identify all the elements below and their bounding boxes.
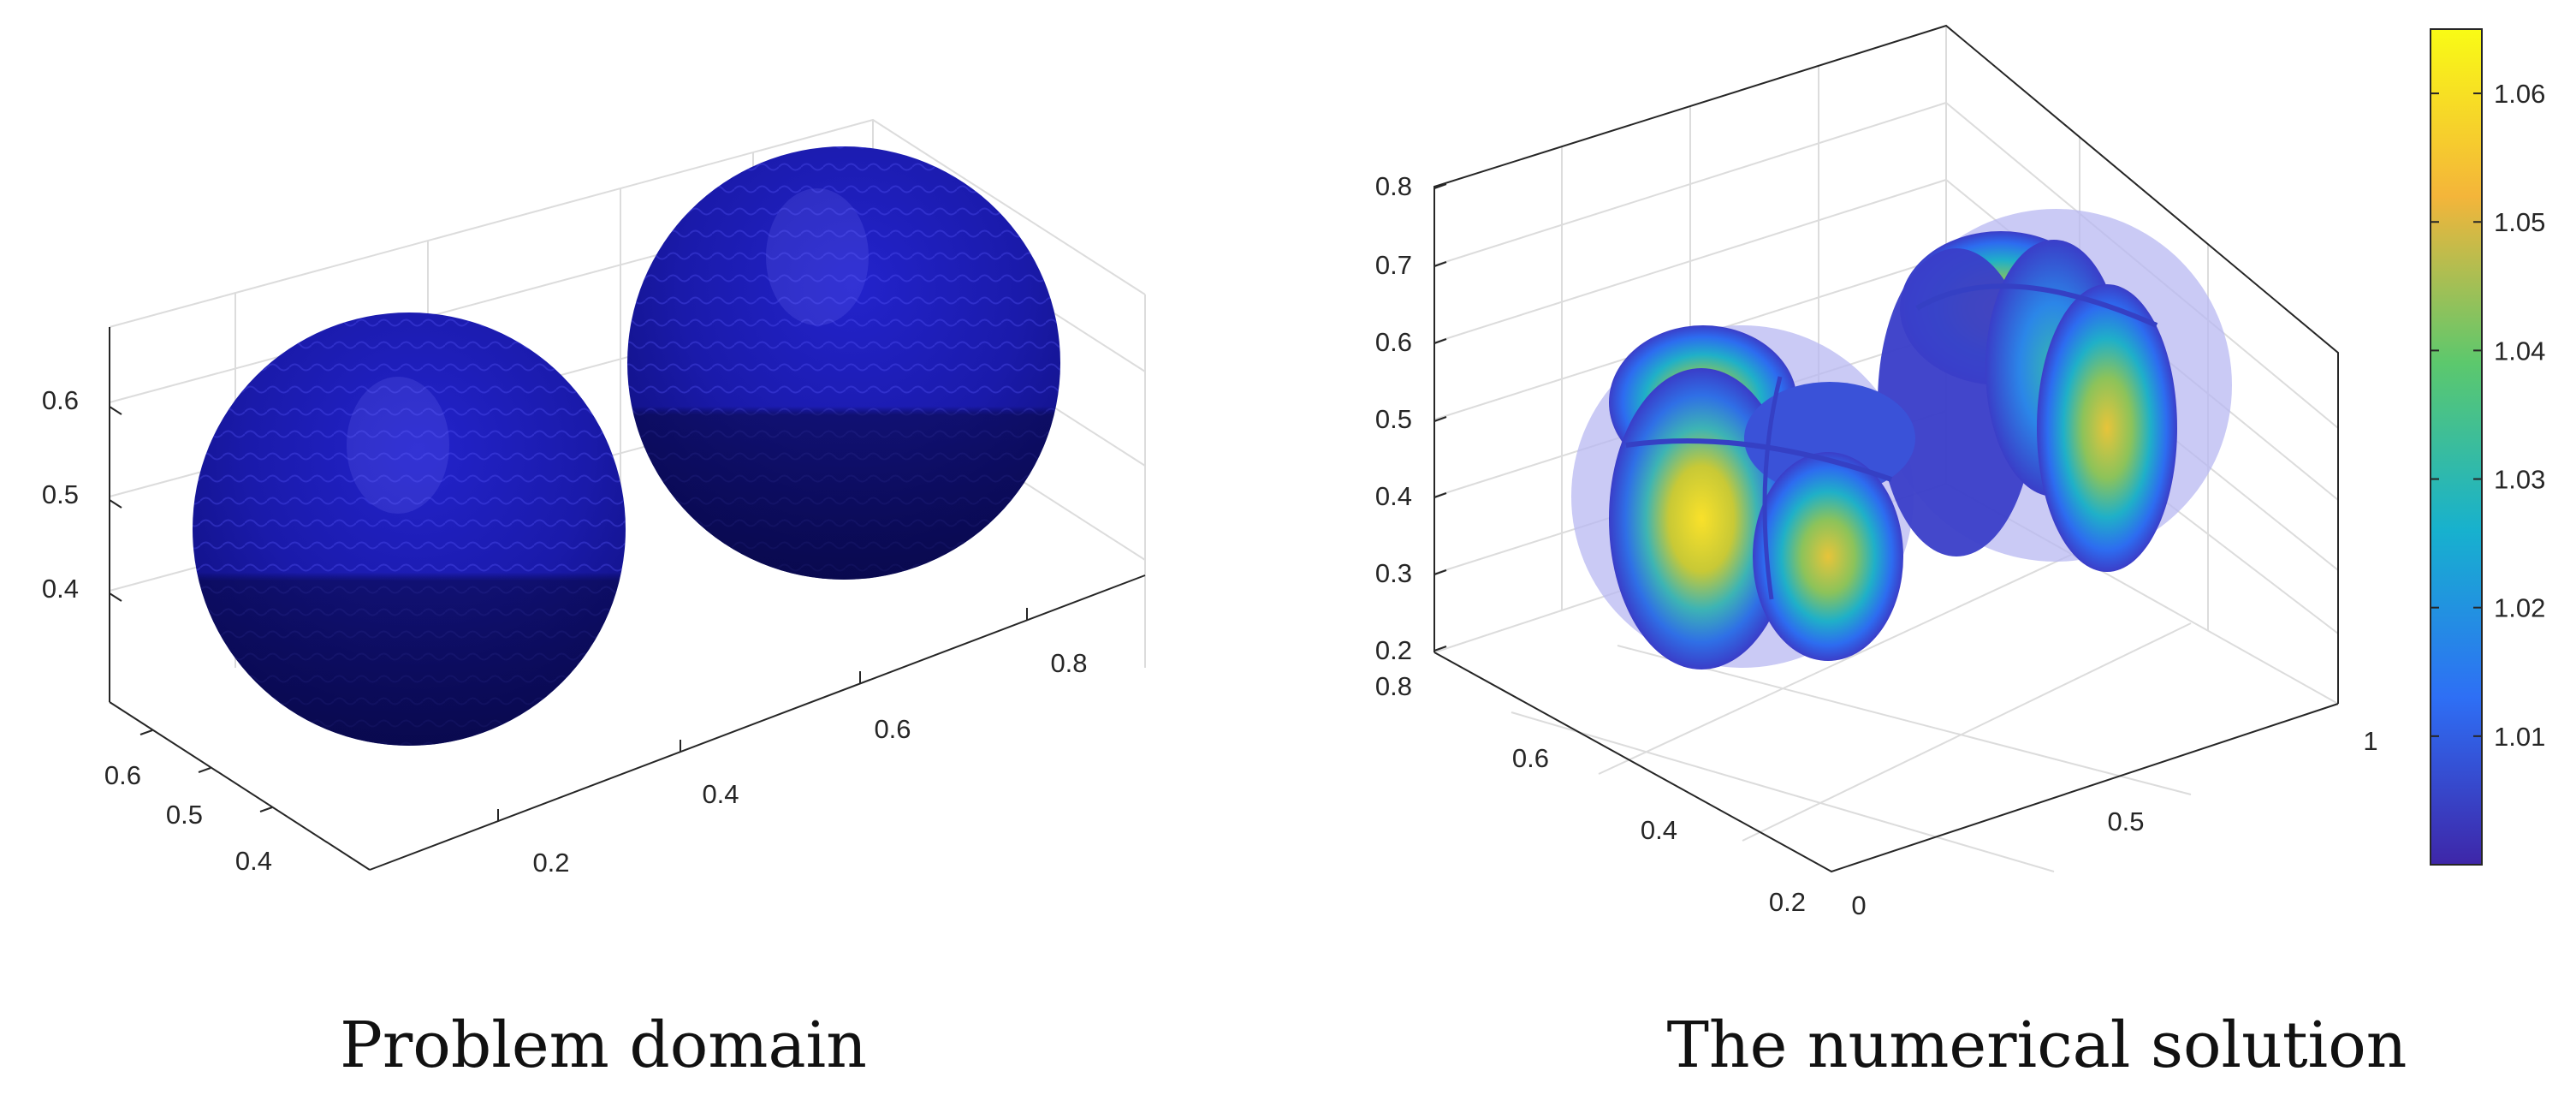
colorbar-tick-label: 1.02 <box>2494 593 2545 623</box>
z-tick-mark <box>1433 338 1447 344</box>
x-tick-label: 0.2 <box>532 848 569 878</box>
right-floor-grid <box>1598 554 2072 775</box>
y-tick-label: 0.4 <box>235 846 272 876</box>
colorbar-tick-label: 1.04 <box>2494 336 2545 366</box>
colorbar-gradient <box>2430 28 2483 866</box>
z-tick-mark <box>1433 416 1447 422</box>
x-tick-label: 0.6 <box>874 714 911 744</box>
front-sphere <box>193 312 626 746</box>
caption-problem-domain: Problem domain <box>340 1009 867 1082</box>
z-tick-mark <box>1433 492 1447 498</box>
colorbar: 1.01 1.02 1.03 1.04 1.05 1.06 <box>2430 28 2545 866</box>
right-tick-labels: 0.2 0.3 0.4 0.5 0.6 0.7 0.8 0.8 0.6 0.4 … <box>1375 171 2378 920</box>
z-tick-mark <box>1433 261 1447 267</box>
y-tick-label: 0.8 <box>1375 671 1412 701</box>
colorbar-tick-label: 1.06 <box>2494 79 2545 109</box>
right-grid-horizontal <box>1433 179 1947 343</box>
y-tick-label: 0.6 <box>104 760 141 790</box>
z-tick-label: 0.5 <box>1375 404 1412 434</box>
z-tick-mark <box>1433 183 1447 189</box>
z-tick-label: 0.4 <box>42 574 79 604</box>
numerical-solution-panel: 0.2 0.3 0.4 0.5 0.6 0.7 0.8 0.8 0.6 0.4 … <box>1375 24 2545 1082</box>
x-tick-label: 0.4 <box>702 779 739 809</box>
x-tick-label: 0.5 <box>2107 806 2144 836</box>
y-tick-label: 0.5 <box>166 800 203 830</box>
y-tick-label: 0.6 <box>1512 743 1549 773</box>
right-floor-grid <box>1511 711 2055 872</box>
left-axes <box>109 327 1146 871</box>
z-tick-label: 0.4 <box>1375 481 1412 511</box>
z-tick-label: 0.3 <box>1375 558 1412 588</box>
front-solution-body <box>1609 325 1915 670</box>
y-tick-mark <box>259 806 273 812</box>
problem-domain-panel: 0.6 0.5 0.4 0.6 0.5 0.4 0.2 0.4 0.6 0.8 … <box>42 118 1146 1082</box>
z-tick-mark <box>109 406 122 415</box>
colorbar-tick-label: 1.01 <box>2494 722 2545 752</box>
y-tick-label: 0.4 <box>1641 815 1677 845</box>
z-tick-mark <box>109 592 122 602</box>
y-tick-label: 0.2 <box>1769 887 1806 917</box>
z-tick-label: 0.6 <box>42 385 79 415</box>
left-y-axis <box>109 701 371 871</box>
back-solution-body <box>1878 231 2177 572</box>
z-tick-mark <box>109 499 122 509</box>
colorbar-tick-label: 1.03 <box>2494 465 2545 495</box>
right-grid-horizontal <box>1433 102 1947 266</box>
back-sphere <box>627 146 1060 580</box>
colorbar-tick-label: 1.05 <box>2494 207 2545 237</box>
caption-numerical-solution: The numerical solution <box>1667 1009 2407 1082</box>
right-floor-grid <box>1617 645 2192 795</box>
z-tick-mark <box>1433 569 1447 575</box>
colorbar-ticks: 1.01 1.02 1.03 1.04 1.05 1.06 <box>2431 79 2545 752</box>
z-tick-label: 0.7 <box>1375 250 1412 280</box>
z-tick-label: 0.6 <box>1375 327 1412 357</box>
x-tick-label: 0 <box>1851 890 1866 920</box>
y-tick-mark <box>139 729 153 735</box>
z-tick-label: 0.5 <box>42 479 79 509</box>
right-box-frame <box>1433 24 2339 873</box>
left-tick-labels: 0.6 0.5 0.4 0.6 0.5 0.4 0.2 0.4 0.6 0.8 <box>42 385 1088 878</box>
z-tick-label: 0.8 <box>1375 171 1412 201</box>
z-tick-mark <box>1433 646 1447 652</box>
x-tick-label: 1 <box>2363 726 2377 756</box>
x-tick-label: 0.8 <box>1050 648 1087 678</box>
z-tick-label: 0.2 <box>1375 635 1412 665</box>
right-floor-grid <box>1742 622 2192 842</box>
y-tick-mark <box>198 767 211 773</box>
right-box-floor-front <box>1433 652 2339 873</box>
